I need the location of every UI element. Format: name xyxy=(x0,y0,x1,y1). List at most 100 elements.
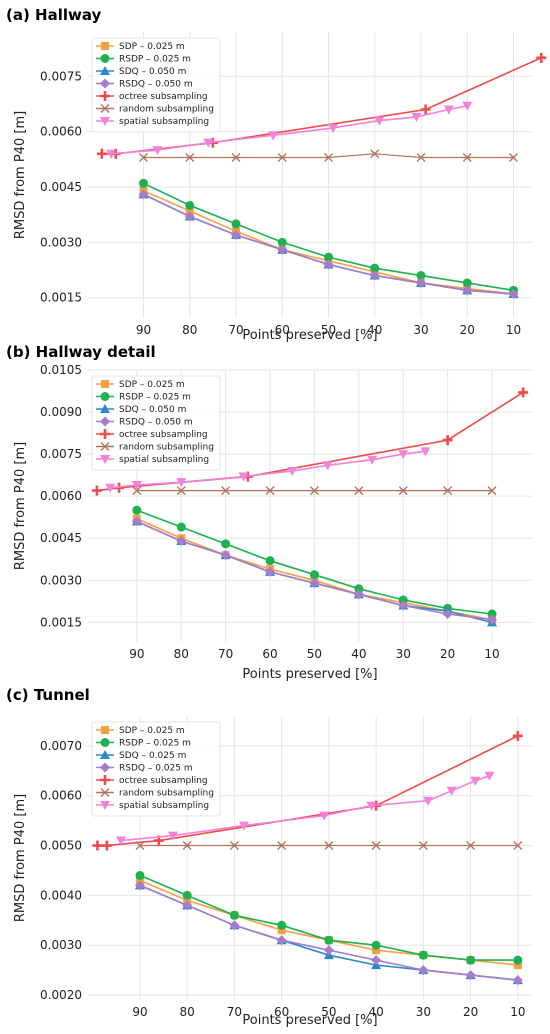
data-point xyxy=(132,486,142,496)
y-tick-label: 0.0015 xyxy=(40,291,82,305)
legend-label: RSDQ – 0.050 m xyxy=(119,80,193,90)
data-point xyxy=(139,178,148,188)
legend-marker xyxy=(100,775,110,785)
legend-item: RSDQ – 0.025 m xyxy=(96,762,193,774)
data-point xyxy=(265,486,275,496)
x-axis-label: Points preserved [%] xyxy=(242,667,377,682)
data-point xyxy=(418,950,428,960)
data-point xyxy=(420,104,431,115)
y-tick-label: 0.0075 xyxy=(40,447,82,461)
data-point xyxy=(176,486,186,496)
series-rsdp xyxy=(139,178,518,295)
x-tick-label: 30 xyxy=(416,1005,431,1019)
legend-item: octree subsampling xyxy=(96,91,208,102)
x-tick-label: 80 xyxy=(174,647,189,661)
data-point xyxy=(309,486,319,496)
legend-item: RSDP – 0.025 m xyxy=(96,392,191,403)
data-point xyxy=(184,211,195,222)
y-tick-label: 0.0030 xyxy=(40,573,82,587)
x-tick-label: 10 xyxy=(484,647,499,661)
legend-label: spatial subsampling xyxy=(119,455,209,465)
legend-item: SDQ – 0.050 m xyxy=(96,404,186,415)
data-point xyxy=(277,920,287,930)
data-point xyxy=(185,200,195,210)
data-point xyxy=(319,811,330,821)
data-point xyxy=(101,840,112,851)
data-point xyxy=(91,485,102,496)
legend-label: random subsampling xyxy=(119,789,214,799)
legend-marker xyxy=(100,442,110,451)
data-point xyxy=(508,289,519,300)
legend: SDP – 0.025 m RSDP – 0.025 m SDQ – 0.025 m… xyxy=(91,721,221,817)
y-tick-label: 0.0070 xyxy=(40,739,82,753)
data-point xyxy=(416,152,426,162)
panel-title: (c) Tunnel xyxy=(6,686,90,704)
x-tick-label: 80 xyxy=(180,1005,195,1019)
x-tick-label: 70 xyxy=(228,323,243,337)
data-point xyxy=(466,955,476,965)
data-point xyxy=(185,206,194,215)
data-point xyxy=(518,387,529,398)
x-tick-label: 20 xyxy=(440,647,455,661)
legend-item: spatial subsampling xyxy=(96,117,209,127)
data-point xyxy=(513,841,523,851)
legend-frame xyxy=(91,37,221,133)
data-point xyxy=(466,841,476,851)
data-point xyxy=(420,447,431,457)
data-point xyxy=(132,505,142,515)
data-point xyxy=(324,935,334,945)
legend-marker xyxy=(101,726,109,734)
data-point xyxy=(265,566,276,577)
chart-tunnel: 90 80 70 60 50 40 30 20 10 0.0020 0.0030 0.0040 0.00… xyxy=(13,716,532,1028)
data-point xyxy=(265,556,275,566)
data-point xyxy=(484,771,495,781)
legend-item: octree subsampling xyxy=(96,429,208,440)
data-point xyxy=(152,146,163,156)
legend-label: RSDQ – 0.050 m xyxy=(119,418,193,428)
data-point xyxy=(487,486,497,496)
series-spatial xyxy=(105,447,431,493)
x-tick-label: 40 xyxy=(368,1005,383,1019)
grid xyxy=(88,32,532,318)
x-tick-label: 70 xyxy=(218,647,233,661)
data-point xyxy=(513,961,522,970)
legend-marker xyxy=(100,392,110,401)
legend-item: SDP – 0.025 m xyxy=(96,726,185,736)
data-point xyxy=(536,52,547,63)
x-tick-label: 60 xyxy=(262,647,277,661)
legend-label: SDQ – 0.050 m xyxy=(119,67,186,77)
chart-hallway-detail: 90 80 70 60 50 40 30 20 10 0.0015 0.0030 0.0045 0.00… xyxy=(13,363,532,682)
series-random xyxy=(139,149,518,162)
data-point xyxy=(229,841,239,851)
legend-marker xyxy=(100,429,110,439)
y-tick-label: 0.0015 xyxy=(40,615,82,629)
data-point xyxy=(416,271,426,281)
series-rsdq xyxy=(134,880,523,986)
data-point xyxy=(323,945,334,956)
data-point xyxy=(446,786,457,796)
data-point xyxy=(398,486,408,496)
legend-item: spatial subsampling xyxy=(96,455,209,465)
legend: SDP – 0.025 m RSDP – 0.025 m SDQ – 0.050 m… xyxy=(91,375,221,471)
data-point xyxy=(465,970,476,981)
data-point xyxy=(462,152,472,162)
series-rsdp xyxy=(135,870,523,965)
legend-label: SDP – 0.025 m xyxy=(119,726,185,736)
data-point xyxy=(462,101,473,111)
data-point xyxy=(398,595,408,605)
x-tick-label: 70 xyxy=(227,1005,242,1019)
data-point xyxy=(354,584,364,594)
legend-marker xyxy=(100,104,110,113)
legend-item: random subsampling xyxy=(96,104,214,115)
x-tick-label: 20 xyxy=(463,1005,478,1019)
data-point xyxy=(442,608,453,619)
legend-item: RSDP – 0.025 m xyxy=(96,54,191,65)
data-point xyxy=(487,609,497,619)
x-tick-label: 40 xyxy=(367,323,382,337)
y-tick-label: 0.0050 xyxy=(40,839,82,853)
data-point xyxy=(443,105,454,115)
legend-marker xyxy=(100,78,110,89)
y-axis-label: RMSD from P40 [m] xyxy=(13,794,28,922)
x-tick-label: 10 xyxy=(506,323,521,337)
data-point xyxy=(418,841,428,851)
